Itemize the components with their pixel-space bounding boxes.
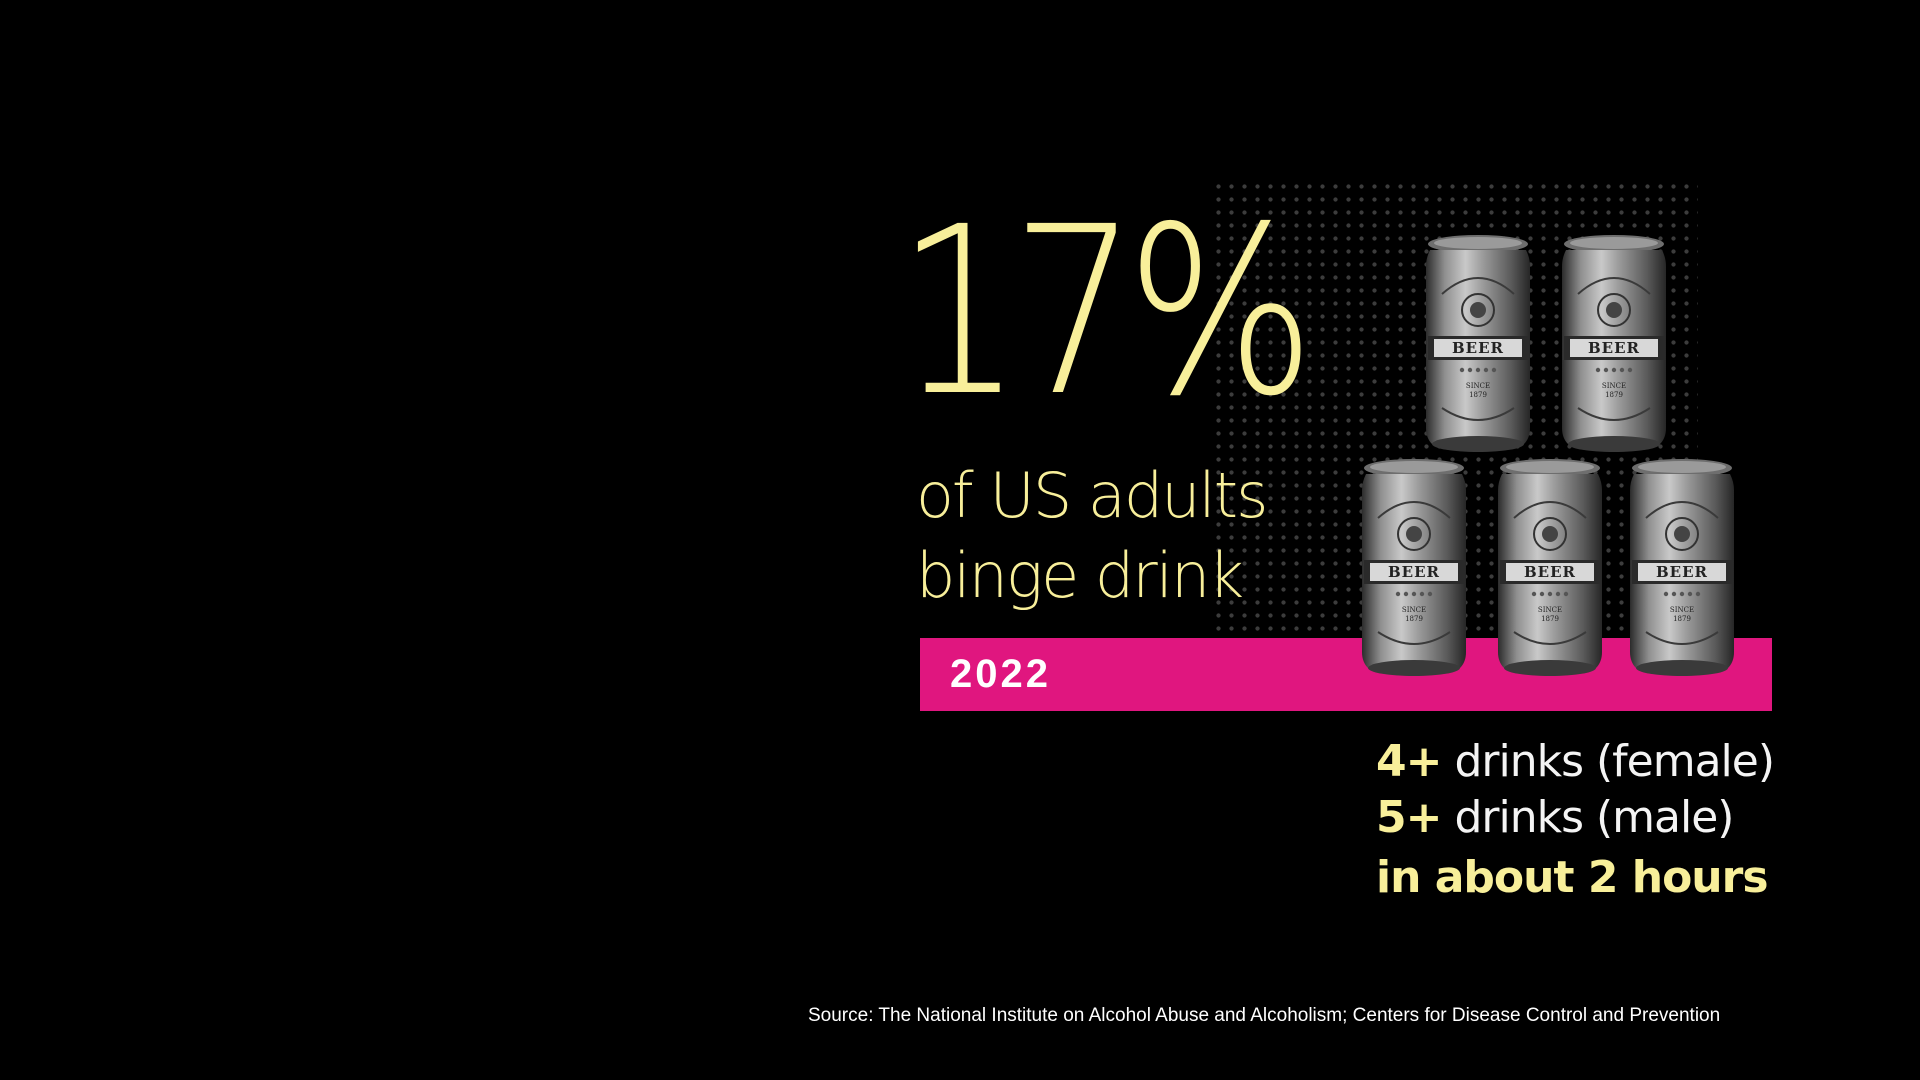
svg-text:BEER: BEER	[1588, 339, 1640, 357]
male-text: drinks (male)	[1441, 792, 1734, 843]
female-count: 4+	[1376, 736, 1442, 787]
svg-text:SINCE: SINCE	[1402, 606, 1426, 614]
beer-can-icon: BEER SINCE 1879	[1624, 456, 1740, 678]
binge-definition: 4+ drinks (female) 5+ drinks (male) in a…	[1376, 734, 1775, 906]
beer-can-icon: BEER SINCE 1879	[1556, 232, 1672, 454]
svg-text:SINCE: SINCE	[1602, 382, 1626, 390]
male-threshold: 5+ drinks (male)	[1376, 790, 1774, 846]
svg-text:1879: 1879	[1405, 615, 1423, 623]
female-text: drinks (female)	[1441, 736, 1775, 787]
beer-can-icon: BEER SINCE 1879	[1492, 456, 1608, 678]
duration-text: in about 2 hours	[1376, 852, 1769, 903]
female-threshold: 4+ drinks (female)	[1376, 734, 1775, 790]
svg-text:SINCE: SINCE	[1538, 606, 1562, 614]
svg-text:1879: 1879	[1469, 391, 1487, 399]
headline-percentage: 17%	[896, 177, 1315, 447]
subtitle-line-1: of US adults	[916, 459, 1268, 532]
subtitle-line-2: binge drink	[916, 539, 1244, 612]
svg-text:BEER: BEER	[1452, 339, 1504, 357]
beer-can-icon: BEER SINCE 1879	[1420, 232, 1536, 454]
male-count: 5+	[1376, 792, 1442, 843]
svg-text:1879: 1879	[1673, 615, 1691, 623]
svg-text:SINCE: SINCE	[1466, 382, 1490, 390]
headline-subtitle: of US adults binge drink	[916, 456, 1268, 616]
svg-text:BEER: BEER	[1656, 563, 1708, 581]
beer-can-icon: BEER SINCE 1879	[1356, 456, 1472, 678]
source-citation: Source: The National Institute on Alcoho…	[808, 1005, 1721, 1026]
svg-text:1879: 1879	[1605, 391, 1623, 399]
svg-text:1879: 1879	[1541, 615, 1559, 623]
year-label: 2022	[950, 652, 1051, 696]
svg-text:BEER: BEER	[1524, 563, 1576, 581]
svg-text:BEER: BEER	[1388, 563, 1440, 581]
svg-text:SINCE: SINCE	[1670, 606, 1694, 614]
